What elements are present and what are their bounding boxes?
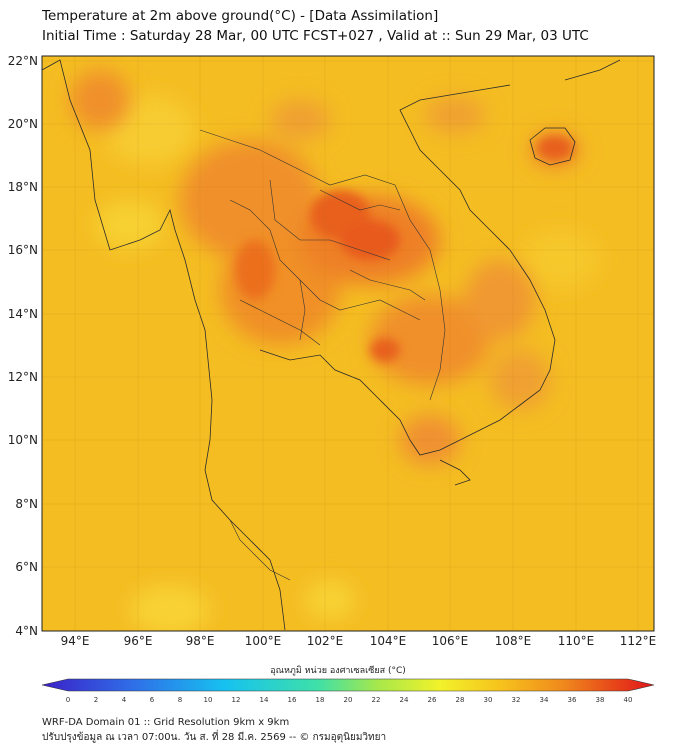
colorbar-tick-label: 38 [596,696,605,704]
lon-label-108e: 108°E [495,634,532,648]
lat-label-20n: 20°N [8,117,38,131]
colorbar-tick-label: 6 [150,696,155,704]
lon-label-94e: 94°E [61,634,90,648]
graticule [42,56,654,631]
admin-borders [199,129,446,581]
colorbar-tick-label: 30 [484,696,493,704]
colorbar-tick-label: 12 [232,696,241,704]
colorbar-label: อุณหภูมิ หน่วย องศาเซลเซียส (°C) [270,666,406,676]
lon-label-104e: 104°E [370,634,407,648]
lon-label-96e: 96°E [124,634,153,648]
colorbar-tick-label: 0 [66,696,70,704]
colorbar-tick-label: 40 [624,696,633,704]
colorbar-tick-label: 10 [204,696,213,704]
colorbar-tick-label: 16 [288,696,297,704]
lat-label-4n: 4°N [15,624,38,638]
colorbar-tick-label: 28 [456,696,465,704]
colorbar-tick-label: 32 [512,696,521,704]
map-title: Temperature at 2m above ground(°C) - [Da… [42,8,439,24]
lat-label-6n: 6°N [15,560,38,574]
lon-label-112e: 112°E [620,634,657,648]
lat-label-8n: 8°N [15,497,38,511]
lat-label-18n: 18°N [8,180,38,194]
temperature-field [42,56,654,631]
colorbar-bar [41,678,655,692]
lon-label-106e: 106°E [432,634,469,648]
colorbar-tick-label: 26 [428,696,437,704]
lat-label-12n: 12°N [8,370,38,384]
lat-label-16n: 16°N [8,243,38,257]
cool-patches [95,95,600,631]
lon-label-110e: 110°E [558,634,595,648]
colorbar-tick-label: 14 [260,696,269,704]
lat-label-14n: 14°N [8,307,38,321]
map-subtitle: Initial Time : Saturday 28 Mar, 00 UTC F… [42,28,589,44]
colorbar-tick-label: 24 [400,696,409,704]
hot-spots [235,136,573,362]
title-block: Temperature at 2m above ground(°C) - [Da… [42,6,589,46]
longitude-labels: 94°E 96°E 98°E 100°E 102°E 104°E 106°E 1… [61,634,657,648]
coastlines [42,59,621,631]
colorbar-tick-label: 8 [178,696,182,704]
colorbar-tick-label: 2 [94,696,98,704]
footer: WRF-DA Domain 01 :: Grid Resolution 9km … [42,715,386,745]
lat-label-10n: 10°N [8,433,38,447]
colorbar-tick-label: 34 [540,696,549,704]
colorbar-tick-label: 18 [316,696,325,704]
latitude-labels: 22°N 20°N 18°N 16°N 14°N 12°N 10°N 8°N 6… [8,54,38,638]
lat-label-22n: 22°N [8,54,38,68]
colorbar-tick-label: 22 [372,696,381,704]
colorbar-ticks: 0 2 4 6 8 10 12 14 16 18 20 22 24 26 28 30 32 34 36 38 40 [66,696,633,704]
footer-model-info: WRF-DA Domain 01 :: Grid Resolution 9km … [42,717,290,728]
lon-label-100e: 100°E [245,634,282,648]
colorbar: 0 2 4 6 8 10 12 14 16 18 20 22 24 26 28 30 32 34 36 38 40 [41,678,655,704]
colorbar-tick-label: 36 [568,696,577,704]
map-frame [41,55,655,632]
colorbar-tick-label: 4 [122,696,127,704]
lon-label-102e: 102°E [307,634,344,648]
footer-update-info: ปรับปรุงข้อมูล ณ เวลา 07:00น. วัน ส. ที่… [42,732,387,743]
colorbar-tick-label: 20 [344,696,353,704]
lon-label-98e: 98°E [186,634,215,648]
